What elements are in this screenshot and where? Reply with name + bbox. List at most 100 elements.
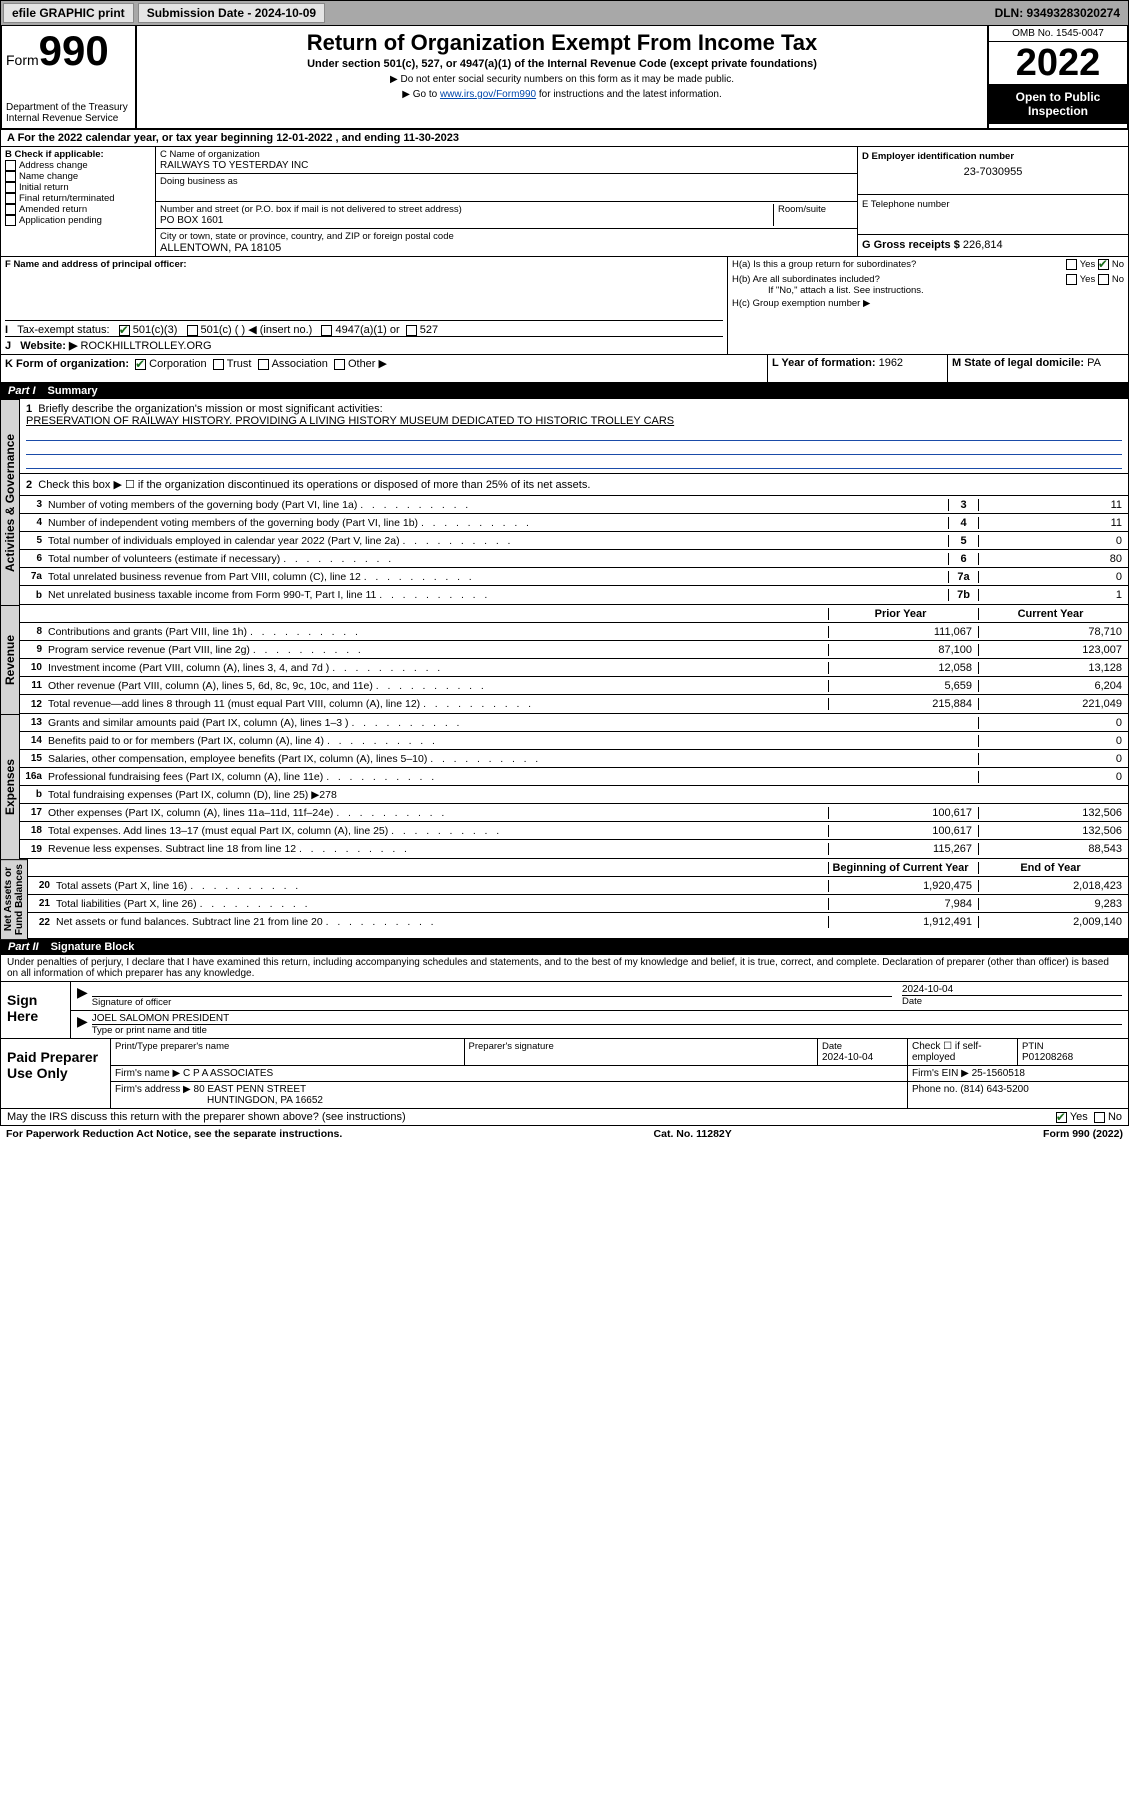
line-a: A For the 2022 calendar year, or tax yea… [0, 130, 1129, 147]
officer-name: JOEL SALOMON PRESIDENT [92, 1013, 1122, 1024]
block-b: B Check if applicable: Address change Na… [1, 147, 156, 256]
cb-other[interactable] [334, 359, 345, 370]
ein: 23-7030955 [862, 166, 1124, 178]
discuss-row: May the IRS discuss this return with the… [0, 1109, 1129, 1126]
cb-corp[interactable] [135, 359, 146, 370]
data-row: 14Benefits paid to or for members (Part … [20, 732, 1128, 750]
section-revenue: Revenue Prior Year Current Year 8Contrib… [0, 605, 1129, 714]
vtab-netassets: Net Assets orFund Balances [0, 859, 28, 939]
dln: DLN: 93493283020274 [987, 4, 1128, 22]
block-de: D Employer identification number 23-7030… [858, 147, 1128, 256]
firm-name: C P A ASSOCIATES [183, 1068, 273, 1079]
paid-preparer-block: Paid Preparer Use Only Print/Type prepar… [0, 1039, 1129, 1109]
cb-initial-return[interactable]: Initial return [19, 182, 69, 193]
firm-addr1: 80 EAST PENN STREET [194, 1084, 307, 1095]
org-city: ALLENTOWN, PA 18105 [160, 242, 853, 254]
cb-amended-return[interactable]: Amended return [19, 204, 87, 215]
efile-btn[interactable]: efile GRAPHIC print [3, 3, 134, 23]
arrow-icon: ▶ [77, 984, 88, 1008]
discuss-yes[interactable] [1056, 1112, 1067, 1123]
cb-4947[interactable] [321, 325, 332, 336]
open-inspection: Open to Public Inspection [989, 84, 1127, 124]
data-row: 16aProfessional fundraising fees (Part I… [20, 768, 1128, 786]
penalty-text: Under penalties of perjury, I declare th… [0, 955, 1129, 982]
data-row: 10Investment income (Part VIII, column (… [20, 659, 1128, 677]
prep-date: 2024-10-04 [822, 1052, 903, 1063]
discuss-no[interactable] [1094, 1112, 1105, 1123]
firm-addr2: HUNTINGDON, PA 16652 [207, 1095, 323, 1106]
form-word: Form [6, 52, 39, 68]
cb-address-change[interactable]: Address change [19, 160, 88, 171]
block-f: F Name and address of principal officer:… [1, 257, 728, 354]
hb-no[interactable] [1098, 274, 1109, 285]
cb-trust[interactable] [213, 359, 224, 370]
ha-yes[interactable] [1066, 259, 1077, 270]
data-row: 22Net assets or fund balances. Subtract … [28, 913, 1128, 931]
omb: OMB No. 1545-0047 [989, 26, 1127, 42]
cb-name-change[interactable]: Name change [19, 171, 78, 182]
gov-row: 5Total number of individuals employed in… [20, 532, 1128, 550]
gross-receipts: 226,814 [963, 239, 1003, 251]
gov-row: 4Number of independent voting members of… [20, 514, 1128, 532]
cb-501c3[interactable] [119, 325, 130, 336]
hb-yes[interactable] [1066, 274, 1077, 285]
topbar: efile GRAPHIC print Submission Date - 20… [0, 0, 1129, 26]
vtab-revenue: Revenue [0, 605, 20, 714]
cb-527[interactable] [406, 325, 417, 336]
note-goto: ▶ Go to www.irs.gov/Form990 for instruct… [141, 89, 983, 100]
block-c: C Name of organization RAILWAYS TO YESTE… [156, 147, 858, 256]
gov-row: bNet unrelated business taxable income f… [20, 586, 1128, 604]
cb-final-return[interactable]: Final return/terminated [19, 193, 115, 204]
cb-application-pending[interactable]: Application pending [19, 215, 102, 226]
form-title: Return of Organization Exempt From Incom… [141, 30, 983, 56]
form-number: 990 [39, 27, 109, 74]
sig-date: 2024-10-04 [902, 984, 1122, 995]
dept: Department of the Treasury Internal Reve… [6, 102, 131, 124]
ptin: P01208268 [1022, 1052, 1124, 1063]
section-governance: Activities & Governance 1 Briefly descri… [0, 399, 1129, 605]
section-netassets: Net Assets orFund Balances Beginning of … [0, 859, 1129, 939]
irs-link[interactable]: www.irs.gov/Form990 [440, 89, 536, 100]
klm-block: K Form of organization: Corporation Trus… [0, 355, 1129, 383]
data-row: 20Total assets (Part X, line 16)1,920,47… [28, 877, 1128, 895]
gov-row: 3Number of voting members of the governi… [20, 496, 1128, 514]
data-row: 12Total revenue—add lines 8 through 11 (… [20, 695, 1128, 713]
part2-header: Part II Signature Block [0, 939, 1129, 955]
data-row: bTotal fundraising expenses (Part IX, co… [20, 786, 1128, 804]
data-row: 9Program service revenue (Part VIII, lin… [20, 641, 1128, 659]
firm-ein: 25-1560518 [972, 1068, 1025, 1079]
vtab-governance: Activities & Governance [0, 399, 20, 605]
arrow-icon: ▶ [77, 1013, 88, 1036]
block-h: H(a) Is this a group return for subordin… [728, 257, 1128, 354]
cb-assoc[interactable] [258, 359, 269, 370]
note-ssn: ▶ Do not enter social security numbers o… [141, 74, 983, 85]
bcde-block: B Check if applicable: Address change Na… [0, 147, 1129, 257]
data-row: 19Revenue less expenses. Subtract line 1… [20, 840, 1128, 858]
ha-no[interactable] [1098, 259, 1109, 270]
sign-here-block: Sign Here ▶ Signature of officer 2024-10… [0, 982, 1129, 1039]
org-address: PO BOX 1601 [160, 215, 773, 226]
org-name: RAILWAYS TO YESTERDAY INC [160, 160, 853, 171]
part1-header: Part I Summary [0, 383, 1129, 399]
data-row: 17Other expenses (Part IX, column (A), l… [20, 804, 1128, 822]
fhij-block: F Name and address of principal officer:… [0, 257, 1129, 355]
cb-self-employed[interactable]: Check ☐ if self-employed [908, 1039, 1018, 1065]
website: ROCKHILLTROLLEY.ORG [81, 340, 212, 352]
vtab-expenses: Expenses [0, 714, 20, 859]
domicile-state: PA [1087, 357, 1101, 369]
footer: For Paperwork Reduction Act Notice, see … [0, 1126, 1129, 1142]
gov-row: 7aTotal unrelated business revenue from … [20, 568, 1128, 586]
data-row: 13Grants and similar amounts paid (Part … [20, 714, 1128, 732]
form-header: Form990 Department of the Treasury Inter… [0, 26, 1129, 130]
tax-year: 2022 [989, 42, 1127, 84]
data-row: 15Salaries, other compensation, employee… [20, 750, 1128, 768]
section-expenses: Expenses 13Grants and similar amounts pa… [0, 714, 1129, 859]
data-row: 21Total liabilities (Part X, line 26)7,9… [28, 895, 1128, 913]
form-subtitle: Under section 501(c), 527, or 4947(a)(1)… [141, 58, 983, 70]
submission-date: Submission Date - 2024-10-09 [138, 3, 325, 23]
cb-501c[interactable] [187, 325, 198, 336]
year-formation: 1962 [879, 357, 903, 369]
data-row: 18Total expenses. Add lines 13–17 (must … [20, 822, 1128, 840]
data-row: 11Other revenue (Part VIII, column (A), … [20, 677, 1128, 695]
firm-phone: (814) 643-5200 [960, 1084, 1028, 1095]
